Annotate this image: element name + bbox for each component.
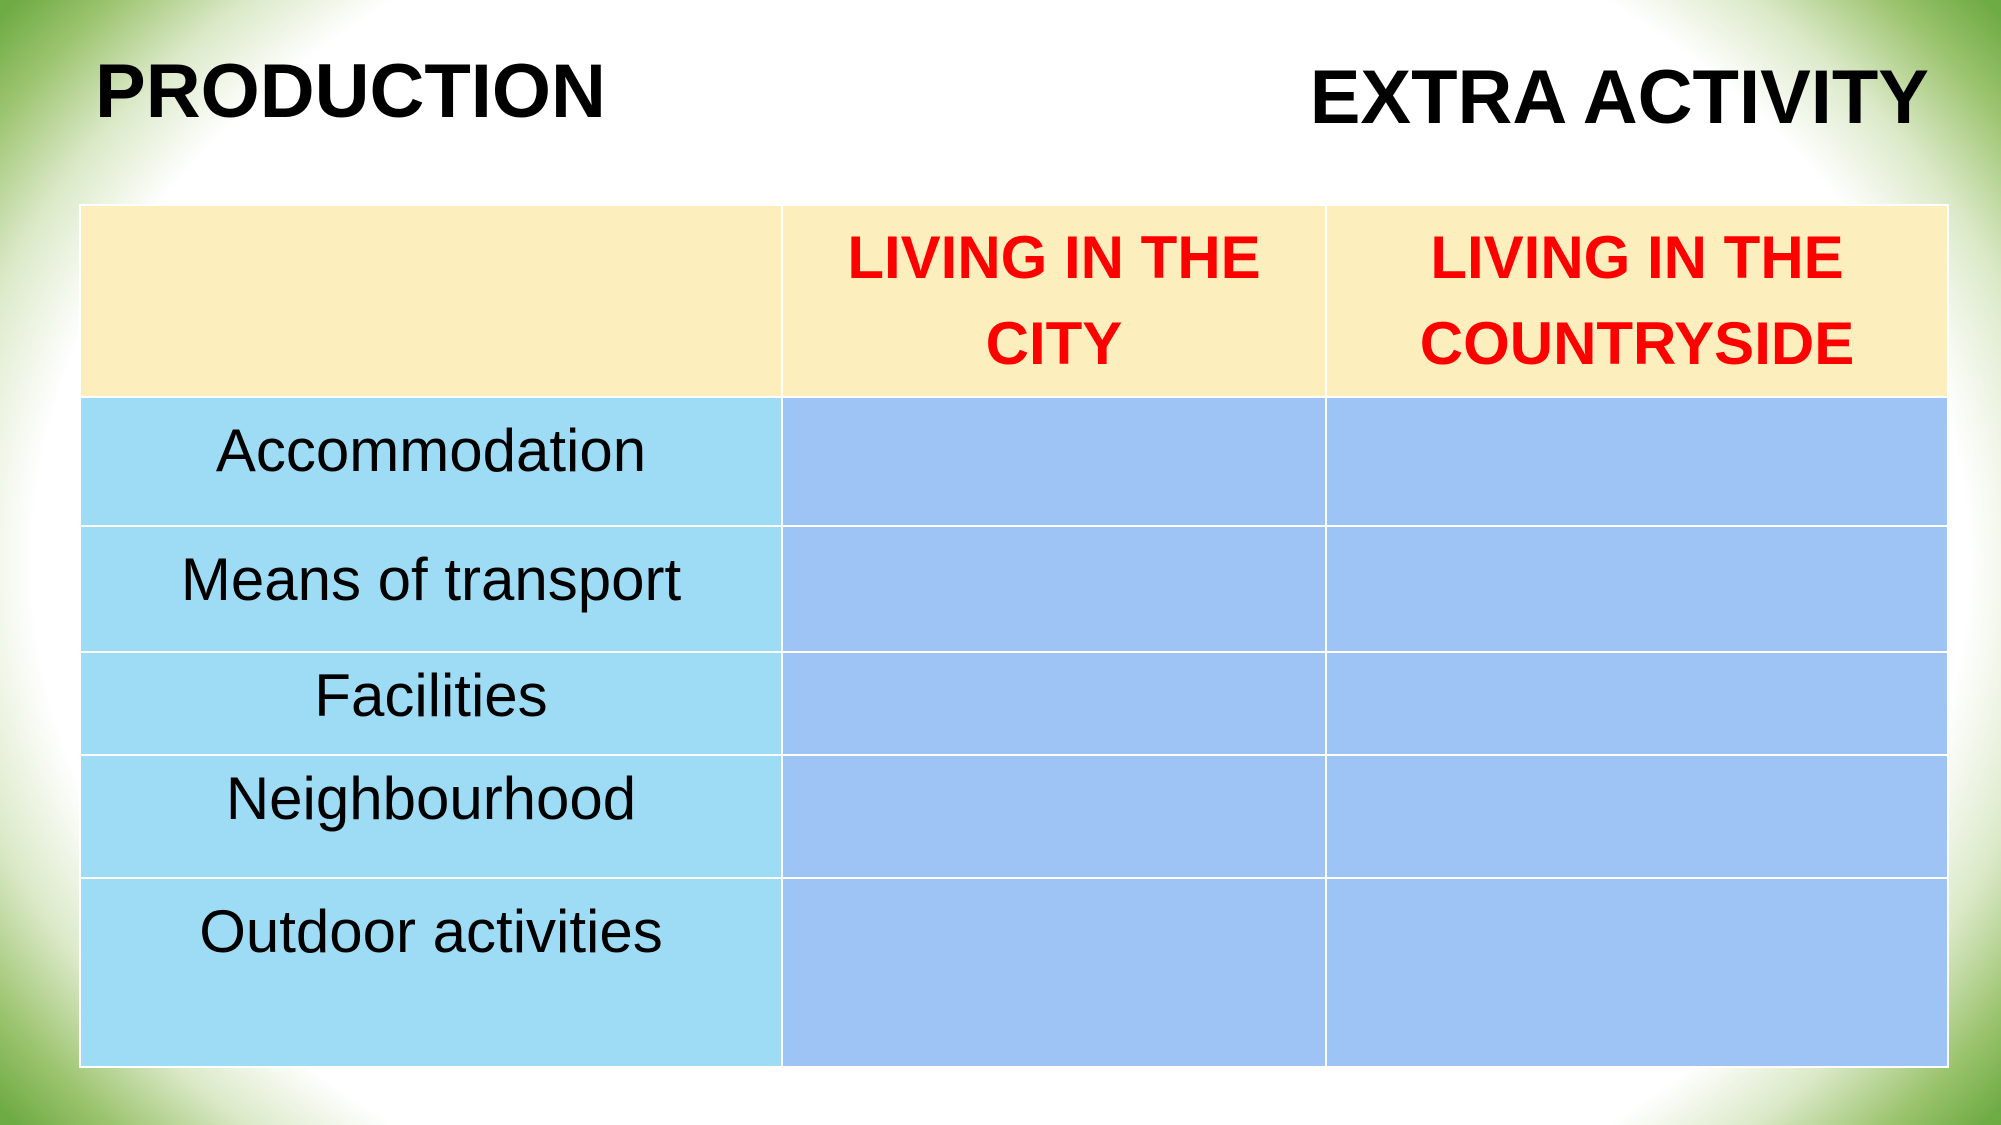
empty-cell [1325, 651, 1949, 756]
empty-cell [781, 754, 1327, 879]
table-row: Means of transport [79, 525, 1949, 653]
row-label: Outdoor activities [79, 877, 783, 1068]
empty-cell [781, 651, 1327, 756]
empty-cell [781, 396, 1327, 527]
empty-cell [1325, 754, 1949, 879]
empty-cell [781, 877, 1327, 1068]
row-label: Neighbourhood [79, 754, 783, 879]
table-row: Facilities [79, 651, 1949, 756]
table-row: Outdoor activities [79, 877, 1949, 1068]
empty-cell [1325, 877, 1949, 1068]
column-header: LIVING IN THE COUNTRYSIDE [1325, 204, 1949, 398]
row-label: Accommodation [79, 396, 783, 527]
empty-cell [1325, 396, 1949, 527]
row-label: Means of transport [79, 525, 783, 653]
empty-cell [781, 525, 1327, 653]
header-row: LIVING IN THE CITY LIVING IN THE COUNTRYS… [79, 204, 1949, 398]
column-header: LIVING IN THE CITY [781, 204, 1327, 398]
production-title: PRODUCTION [95, 49, 606, 134]
comparison-table: LIVING IN THE CITY LIVING IN THE COUNTRYS… [79, 204, 1949, 1068]
table-row: Accommodation [79, 396, 1949, 527]
extra-activity-title: EXTRA ACTIVITY [1309, 55, 1929, 140]
table-row: Neighbourhood [79, 754, 1949, 879]
table-body: LIVING IN THE CITY LIVING IN THE COUNTRYS… [79, 204, 1949, 1068]
row-label: Facilities [79, 651, 783, 756]
corner-cell [79, 204, 783, 398]
empty-cell [1325, 525, 1949, 653]
